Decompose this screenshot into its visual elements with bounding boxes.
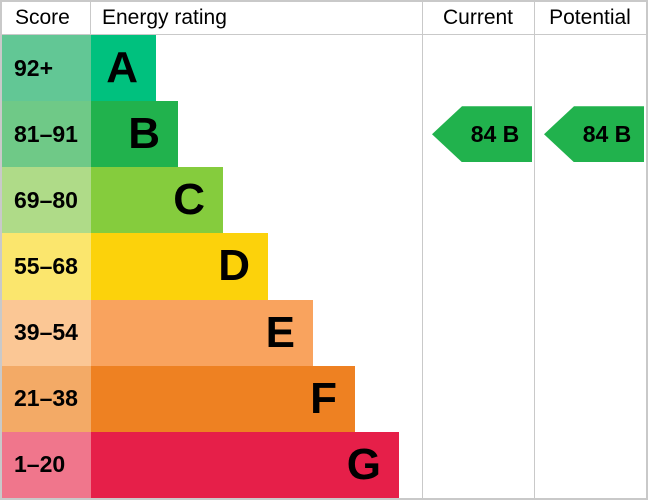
header-potential: Potential (549, 6, 631, 29)
band-letter-g: G (346, 439, 381, 489)
band-letter-e: E (265, 307, 295, 357)
potential-rating-value: 84 B (582, 120, 632, 147)
score-range-d: 55–68 (2, 233, 91, 300)
score-range-g: 1–20 (2, 431, 91, 498)
band-bar-e: E (91, 299, 313, 366)
band-letter-c: C (173, 175, 205, 225)
band-bar-g: G (91, 431, 399, 498)
band-letter-a: A (106, 43, 138, 93)
band-row-c: 69–80 C (2, 167, 646, 234)
band-row-b: 81–91 B (2, 101, 646, 168)
band-row-e: 39–54 E (2, 299, 646, 366)
header-score: Score (15, 6, 70, 29)
score-range-b: 81–91 (2, 101, 91, 168)
potential-column-divider (534, 2, 535, 498)
score-range-a: 92+ (2, 35, 91, 102)
band-letter-b: B (128, 109, 160, 159)
band-row-a: 92+ A (2, 35, 646, 102)
band-bar-b: B (91, 101, 178, 168)
current-rating-value: 84 B (470, 120, 520, 147)
band-bar-a: A (91, 35, 156, 102)
band-row-g: 1–20 G (2, 431, 646, 498)
band-letter-f: F (310, 373, 337, 423)
band-row-d: 55–68 D (2, 233, 646, 300)
chart-header: Score Energy rating Current Potential (2, 2, 646, 35)
band-bar-d: D (91, 233, 268, 300)
band-row-f: 21–38 F (2, 365, 646, 432)
header-energy-rating: Energy rating (102, 6, 227, 29)
band-bar-c: C (91, 167, 223, 234)
score-range-f: 21–38 (2, 365, 91, 432)
band-bar-f: F (91, 365, 355, 432)
score-range-c: 69–80 (2, 167, 91, 234)
band-letter-d: D (218, 241, 250, 291)
rating-rows: 92+ A 81–91 B 69–80 C 55–68 D 39–54 E 21–38 F 1–20 G (2, 35, 646, 498)
score-column-divider (90, 2, 91, 35)
current-column-divider (422, 2, 423, 498)
score-range-e: 39–54 (2, 299, 91, 366)
header-current: Current (442, 6, 514, 29)
